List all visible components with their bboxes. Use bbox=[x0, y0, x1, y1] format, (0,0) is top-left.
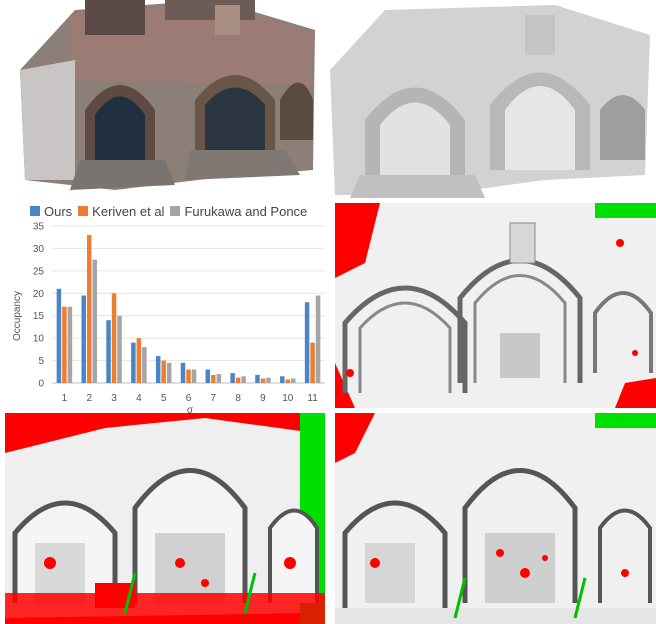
shaded-reconstruction-image bbox=[325, 0, 656, 200]
y-tick-label: 15 bbox=[33, 311, 45, 322]
chart-y-ticks: 0 5 10 15 20 25 30 35 bbox=[33, 222, 45, 390]
bar-ours-7 bbox=[205, 369, 211, 383]
bar-keriven-et-al-6 bbox=[186, 369, 191, 383]
x-axis-label: σ bbox=[187, 405, 194, 414]
bar-furukawa-and-ponce-9 bbox=[266, 377, 271, 383]
error-map-ours-image bbox=[335, 203, 656, 408]
x-tick-label: 8 bbox=[235, 393, 241, 404]
x-tick-label: 5 bbox=[161, 393, 167, 404]
x-tick-label: 7 bbox=[211, 393, 217, 404]
x-tick-label: 2 bbox=[86, 393, 92, 404]
legend-item-furukawa: Furukawa and Ponce bbox=[170, 204, 307, 219]
legend-swatch-ours bbox=[30, 206, 40, 216]
bar-ours-11 bbox=[304, 302, 310, 383]
x-tick-label: 10 bbox=[282, 393, 294, 404]
bar-furukawa-and-ponce-8 bbox=[241, 376, 246, 383]
bar-ours-4 bbox=[131, 342, 136, 383]
y-tick-label: 20 bbox=[33, 289, 45, 300]
bar-keriven-et-al-8 bbox=[235, 377, 241, 383]
legend-label-ours: Ours bbox=[44, 203, 73, 219]
bar-ours-8 bbox=[230, 373, 235, 383]
bar-furukawa-and-ponce-6 bbox=[191, 369, 197, 383]
y-axis-label: Occupancy bbox=[12, 291, 23, 341]
x-tick-label: 11 bbox=[307, 393, 318, 404]
y-tick-label: 5 bbox=[38, 356, 44, 367]
bar-furukawa-and-ponce-10 bbox=[291, 378, 296, 383]
bar-furukawa-and-ponce-2 bbox=[92, 259, 97, 383]
y-tick-label: 30 bbox=[33, 244, 45, 255]
chart-legend: Ours Keriven et al Furukawa and Ponce bbox=[30, 203, 330, 219]
bar-keriven-et-al-4 bbox=[136, 338, 142, 383]
legend-swatch-furukawa bbox=[170, 206, 181, 216]
bar-keriven-et-al-9 bbox=[260, 378, 266, 383]
bar-keriven-et-al-3 bbox=[111, 293, 117, 383]
chart-bars bbox=[56, 234, 321, 383]
bar-ours-5 bbox=[155, 356, 161, 383]
legend-item-keriven: Keriven et al bbox=[78, 204, 164, 219]
bar-ours-10 bbox=[280, 376, 285, 383]
bar-furukawa-and-ponce-11 bbox=[315, 295, 321, 383]
bar-keriven-et-al-2 bbox=[86, 234, 92, 383]
legend-label-furukawa: Furukawa and Ponce bbox=[184, 203, 308, 219]
bar-furukawa-and-ponce-7 bbox=[216, 374, 222, 383]
x-tick-label: 4 bbox=[136, 393, 142, 404]
y-tick-label: 35 bbox=[33, 222, 45, 233]
bar-keriven-et-al-5 bbox=[161, 360, 166, 383]
error-map-furukawa-image bbox=[335, 413, 656, 624]
y-tick-label: 0 bbox=[38, 379, 44, 390]
bar-ours-2 bbox=[81, 295, 86, 383]
bar-furukawa-and-ponce-4 bbox=[142, 347, 147, 383]
x-tick-label: 9 bbox=[260, 393, 266, 404]
x-tick-label: 3 bbox=[111, 393, 117, 404]
bar-ours-6 bbox=[180, 362, 186, 383]
bar-ours-3 bbox=[106, 320, 111, 383]
occupancy-bar-chart: 0 5 10 15 20 25 30 35 1 2 3 4 5 6 7 8 9 10 11 Occupancy σ bbox=[0, 218, 330, 414]
bar-furukawa-and-ponce-3 bbox=[117, 315, 122, 383]
bar-furukawa-and-ponce-5 bbox=[166, 362, 172, 383]
bar-keriven-et-al-7 bbox=[211, 374, 216, 383]
chart-x-ticks: 1 2 3 4 5 6 7 8 9 10 11 bbox=[62, 393, 319, 404]
x-tick-label: 6 bbox=[186, 393, 192, 404]
legend-swatch-keriven bbox=[78, 206, 89, 216]
x-tick-label: 1 bbox=[62, 393, 68, 404]
bar-keriven-et-al-10 bbox=[285, 379, 291, 383]
bar-keriven-et-al-1 bbox=[62, 306, 67, 383]
legend-item-ours: Ours bbox=[30, 204, 72, 219]
y-tick-label: 25 bbox=[33, 266, 45, 277]
bar-keriven-et-al-11 bbox=[310, 342, 315, 383]
bar-ours-9 bbox=[255, 374, 260, 383]
bar-ours-1 bbox=[56, 288, 62, 383]
error-map-keriven-image bbox=[5, 413, 325, 624]
legend-label-keriven: Keriven et al bbox=[92, 203, 165, 219]
y-tick-label: 10 bbox=[33, 334, 45, 345]
textured-reconstruction-image bbox=[15, 0, 320, 200]
bar-furukawa-and-ponce-1 bbox=[67, 306, 73, 383]
